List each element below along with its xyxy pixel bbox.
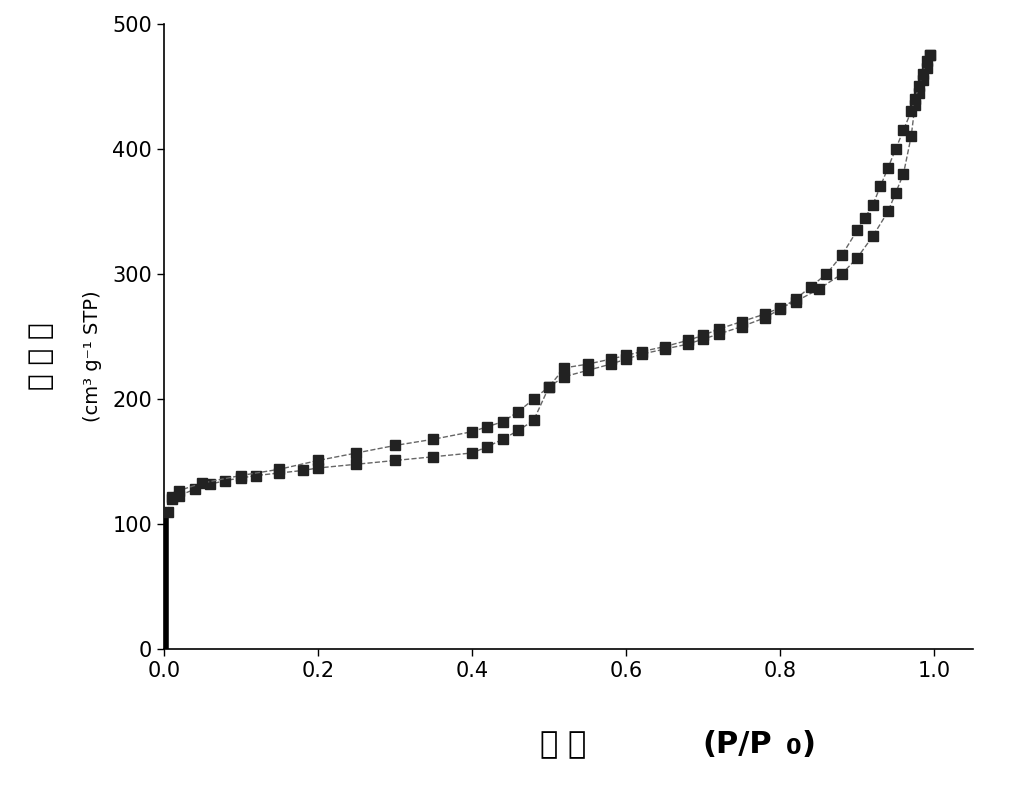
Text: (cm³ g⁻¹ STP): (cm³ g⁻¹ STP) <box>83 291 101 422</box>
Text: 0: 0 <box>785 738 802 759</box>
Text: 压 力: 压 力 <box>540 730 587 759</box>
Text: 吸 附 量: 吸 附 量 <box>27 322 55 390</box>
Text: ): ) <box>802 730 816 759</box>
Text: (P/P: (P/P <box>702 730 772 759</box>
